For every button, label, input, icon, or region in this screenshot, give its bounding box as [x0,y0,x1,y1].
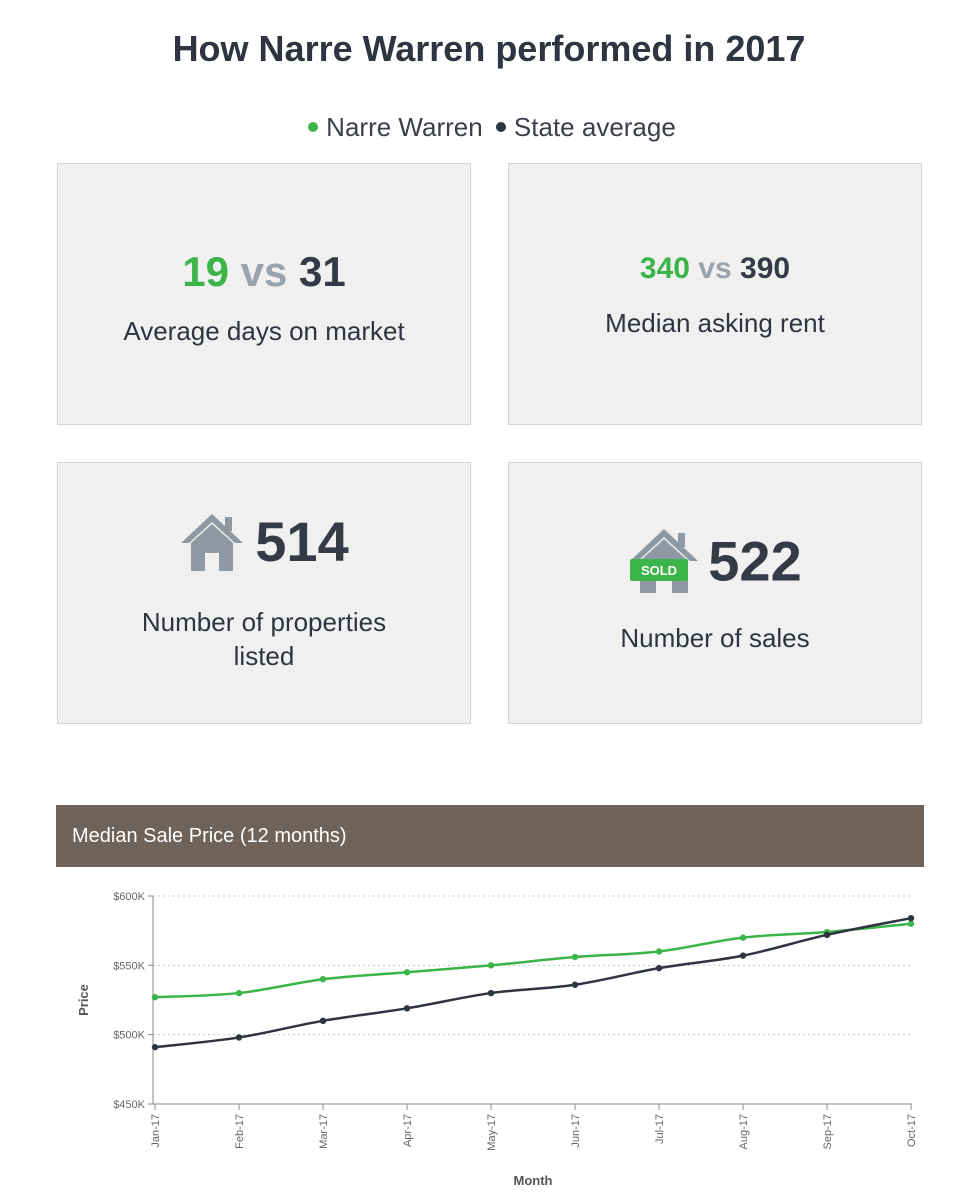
legend-dot-suburb [308,122,319,133]
series-point-0 [571,953,579,961]
x-tick-label: Jun-17 [570,1114,582,1148]
x-tick-label: Mar-17 [318,1114,330,1149]
y-tick-label: $600K [113,891,145,903]
series-point-0 [403,969,411,976]
number-of-sales-card: SOLD 522 Number of sales [508,462,922,724]
x-tick-label: Feb-17 [234,1114,246,1149]
legend: Narre Warren State average [0,112,978,143]
chart-header: Median Sale Price (12 months) [56,805,924,867]
series-line-0 [154,922,912,999]
sales-row: SOLD 522 [509,527,921,601]
days-state-value: 31 [299,248,346,295]
x-tick-label: Oct-17 [906,1114,918,1147]
x-tick-label: Aug-17 [738,1114,750,1149]
x-tick-label: May-17 [486,1114,498,1151]
y-axis-label: Price [76,984,91,1016]
listed-label-line1: Number of properties [141,607,387,637]
listed-row: 514 [58,509,470,579]
days-vs: vs [240,248,288,295]
x-tick-label: Apr-17 [402,1114,414,1147]
series-point-1 [823,931,831,939]
series-point-1 [487,989,495,997]
properties-listed-card: 514 Number of properties listed [57,462,471,724]
sold-badge-text: SOLD [641,563,677,578]
series-point-1 [907,914,915,922]
series-point-0 [739,934,747,941]
series-point-0 [487,962,495,969]
days-label: Average days on market [123,316,405,346]
house-icon [181,513,244,571]
rent-suburb-value: 340 [639,252,690,285]
rent-state-value: 390 [740,252,791,285]
rent-comparison: 340 vs 390 [509,252,921,286]
legend-label-state: State average [513,112,676,142]
x-tick-label: Jan-17 [150,1114,162,1148]
x-tick-label: Jul-17 [654,1114,666,1144]
y-tick-label: $450K [113,1099,145,1111]
rent-label: Median asking rent [605,308,825,338]
series-point-1 [235,1034,243,1041]
listed-label-line2: listed [233,641,295,671]
series-point-1 [151,1043,159,1051]
listed-value: 514 [255,510,349,573]
median-sale-price-chart: $450K $500K $550K $600K Jan-17 Feb-17 Mar-17 A… [76,891,918,1188]
series-point-0 [235,989,243,997]
series-point-1 [739,952,747,959]
series-point-0 [151,994,159,1001]
series-point-1 [571,981,579,988]
legend-label-suburb: Narre Warren [326,112,483,142]
rent-vs: vs [698,252,732,285]
series-point-0 [319,976,327,983]
days-on-market-card: 19 vs 31 Average days on market [57,163,471,425]
sold-house-icon: SOLD [630,529,699,593]
asking-rent-card: 340 vs 390 Median asking rent [508,163,922,425]
series-point-1 [319,1017,327,1024]
sales-label: Number of sales [620,623,810,653]
days-comparison: 19 vs 31 [58,248,470,296]
x-tick-label: Sep-17 [822,1114,834,1149]
series-point-1 [655,964,663,972]
sales-value: 522 [708,529,802,593]
y-tick-label: $550K [113,960,145,972]
page-title: How Narre Warren performed in 2017 [172,28,806,69]
y-tick-label: $500K [113,1030,145,1042]
series-point-0 [907,920,915,927]
series-point-0 [655,948,663,955]
x-axis-label: Month [514,1173,553,1188]
legend-dot-state [495,122,506,133]
days-suburb-value: 19 [182,248,229,295]
series-line-1 [154,916,912,1049]
series-point-1 [403,1005,411,1012]
